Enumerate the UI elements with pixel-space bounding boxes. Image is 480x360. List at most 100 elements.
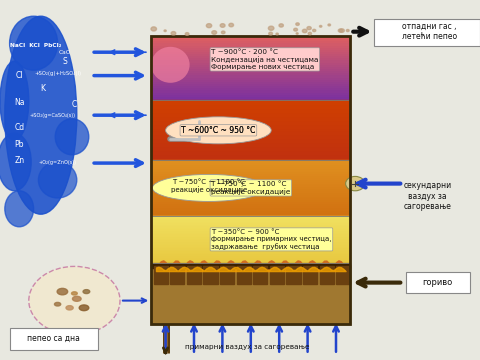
Bar [151, 62, 350, 64]
Bar [151, 83, 350, 85]
Bar [151, 238, 350, 239]
Circle shape [164, 30, 166, 32]
Bar [151, 166, 350, 168]
Text: Cl: Cl [15, 71, 23, 80]
Bar [151, 260, 350, 261]
Bar [151, 188, 350, 190]
Bar [151, 53, 350, 55]
Bar [151, 164, 350, 166]
Bar [151, 66, 350, 68]
Bar [151, 114, 350, 116]
Bar [151, 89, 350, 91]
Bar [237, 266, 251, 284]
Bar [336, 266, 350, 284]
Bar [151, 104, 350, 106]
Ellipse shape [0, 61, 29, 140]
Text: T ~350°C ~ 900 °C
формирање примарних честица,
задржавање  грубих честица: T ~350°C ~ 900 °C формирање примарних че… [211, 229, 332, 250]
Text: +SO₂(g=CaSO₄(s)): +SO₂(g=CaSO₄(s)) [30, 113, 76, 118]
Circle shape [307, 27, 311, 30]
Bar [151, 244, 350, 246]
Text: +SO₂(g)+H₂SO₄(l): +SO₂(g)+H₂SO₄(l) [34, 71, 81, 76]
Text: пепео са дна: пепео са дна [27, 334, 80, 343]
Text: +O₂(g=ZnO(s)): +O₂(g=ZnO(s)) [38, 159, 77, 165]
Bar [151, 203, 350, 205]
Bar [151, 258, 350, 260]
Bar [151, 102, 350, 104]
Text: T ~900°C · 200 °C
Кондензација на честицама
Формирање нових честица: T ~900°C · 200 °C Кондензација на честиц… [211, 49, 319, 70]
Bar [151, 68, 350, 70]
Circle shape [268, 26, 274, 30]
Bar [151, 183, 350, 184]
Bar [270, 266, 284, 284]
Text: T ~750°C ~ 1100 °C
реакције оксидације: T ~750°C ~ 1100 °C реакције оксидације [211, 181, 290, 195]
Bar [151, 55, 350, 57]
Bar [151, 130, 350, 132]
Bar [220, 266, 234, 284]
Ellipse shape [55, 119, 89, 155]
Circle shape [185, 33, 189, 35]
Bar [151, 70, 350, 72]
Text: K: K [41, 84, 46, 93]
Circle shape [212, 31, 216, 34]
Bar [151, 118, 350, 120]
Bar [151, 249, 350, 250]
Bar [151, 230, 350, 231]
Bar [151, 192, 350, 194]
Bar [151, 257, 350, 258]
Text: CaO: CaO [59, 50, 71, 55]
Bar [151, 239, 350, 241]
Ellipse shape [5, 16, 77, 214]
Bar [151, 175, 350, 177]
Bar [151, 236, 350, 238]
Bar [151, 106, 350, 108]
Text: гориво: гориво [422, 278, 453, 287]
Circle shape [346, 176, 365, 191]
Bar [151, 243, 350, 244]
Bar [151, 150, 350, 152]
Bar [320, 266, 334, 284]
Bar [151, 227, 350, 229]
Circle shape [296, 23, 299, 26]
FancyBboxPatch shape [374, 19, 480, 46]
Bar [151, 222, 350, 224]
Bar [151, 252, 350, 253]
Bar [151, 59, 350, 62]
Bar [151, 233, 350, 235]
Text: S: S [62, 57, 67, 66]
Bar [151, 253, 350, 255]
Circle shape [221, 31, 225, 34]
Ellipse shape [79, 305, 89, 311]
Ellipse shape [72, 296, 81, 301]
Bar [151, 64, 350, 66]
Text: Cd: Cd [14, 123, 24, 132]
Bar [151, 100, 350, 102]
Bar [151, 96, 350, 98]
Bar [151, 179, 350, 181]
Ellipse shape [57, 288, 68, 295]
Bar [151, 201, 350, 203]
Bar [151, 57, 350, 59]
Ellipse shape [0, 133, 31, 191]
Bar [151, 116, 350, 118]
Ellipse shape [72, 292, 77, 295]
Bar [151, 128, 350, 130]
Bar [151, 184, 350, 186]
Circle shape [269, 32, 273, 35]
Ellipse shape [83, 289, 90, 294]
Bar [151, 190, 350, 192]
Ellipse shape [151, 47, 190, 83]
Bar [151, 136, 350, 138]
Bar [187, 266, 201, 284]
Circle shape [312, 29, 316, 32]
Circle shape [294, 28, 298, 31]
Circle shape [308, 32, 312, 35]
FancyBboxPatch shape [406, 272, 470, 293]
Bar [151, 77, 350, 79]
Circle shape [296, 33, 298, 34]
Bar [287, 266, 300, 284]
Bar [151, 108, 350, 110]
Bar [253, 266, 267, 284]
Bar [151, 170, 350, 171]
Text: T ~750°C ~ 1100 °C
реакције оксидације: T ~750°C ~ 1100 °C реакције оксидације [171, 179, 247, 193]
Bar [151, 160, 350, 162]
